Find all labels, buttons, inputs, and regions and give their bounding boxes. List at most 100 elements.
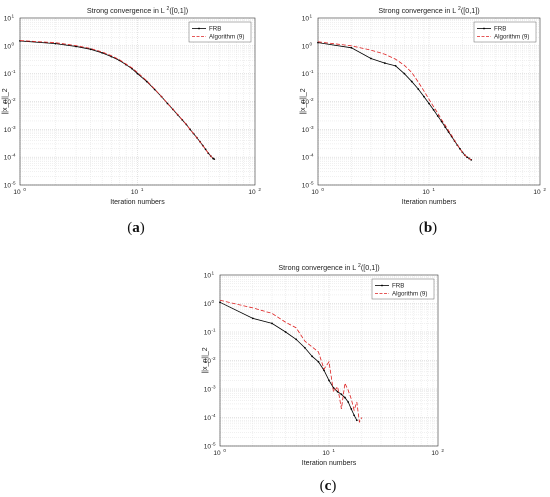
- chart-panel-2: 10 0 10 1 10 210 -510 -410 -310 -210 -110 010 1Stron…: [300, 6, 546, 236]
- y-tick-label: 10 -1: [302, 69, 314, 78]
- axes-frame: [219, 274, 439, 447]
- data-point: [370, 57, 372, 60]
- svg-text:10: 10: [302, 155, 310, 162]
- svg-text:10: 10: [13, 189, 21, 196]
- data-point: [383, 62, 386, 64]
- data-point: [295, 338, 298, 341]
- svg-text:-3: -3: [212, 385, 217, 390]
- chart-title-prefix: Strong convergence in L: [278, 263, 358, 272]
- chart-title-prefix: Strong convergence in L: [87, 6, 167, 15]
- svg-text:10: 10: [131, 189, 139, 196]
- svg-text:0: 0: [23, 187, 26, 192]
- svg-text:10: 10: [4, 99, 12, 106]
- svg-text:10: 10: [322, 450, 330, 457]
- data-point: [284, 331, 287, 333]
- x-tick-label: 10 1: [422, 187, 435, 196]
- series-line: [219, 301, 358, 421]
- svg-text:1: 1: [332, 448, 335, 453]
- panel-caption: (b): [419, 220, 437, 236]
- legend-box: [188, 21, 252, 43]
- chart-panel-1: 10 0 10 1 10 210 -510 -410 -310 -210 -110 010 1Stron…: [2, 6, 261, 236]
- y-axis-label: ||x_n||_2: [300, 88, 307, 114]
- data-point: [323, 369, 325, 372]
- svg-text:10: 10: [204, 444, 212, 451]
- svg-text:0: 0: [223, 448, 226, 453]
- y-tick-label: 10 0: [204, 299, 215, 308]
- svg-text:10: 10: [204, 358, 212, 365]
- data-point: [271, 322, 273, 325]
- svg-text:10: 10: [204, 387, 212, 394]
- x-tick-label: 10 0: [213, 448, 226, 457]
- y-tick-label: 10 -1: [204, 328, 216, 337]
- svg-text:1: 1: [310, 14, 313, 19]
- x-tick-label: 10 1: [131, 187, 144, 196]
- legend-label: Algorithm (9): [392, 291, 427, 298]
- x-tick-label: 10 0: [13, 187, 26, 196]
- svg-text:10: 10: [533, 189, 541, 196]
- axes-frame: [317, 17, 541, 186]
- chart-title-sup: 2: [167, 6, 170, 12]
- y-tick-label: 10 -1: [4, 69, 16, 78]
- svg-text:0: 0: [310, 41, 313, 46]
- x-tick-label: 10 2: [533, 187, 546, 196]
- y-tick-label: 10 1: [204, 271, 215, 280]
- y-tick-label: 10 -4: [204, 413, 216, 422]
- panel-caption: (c): [320, 478, 337, 494]
- y-tick-label: 10 -2: [4, 97, 16, 106]
- caption-letter: b: [424, 220, 432, 236]
- svg-text:10: 10: [4, 127, 12, 134]
- series-algorithm-9: [317, 41, 472, 161]
- caption-close: ): [432, 220, 437, 236]
- data-point: [204, 148, 207, 151]
- data-point: [136, 72, 139, 75]
- data-point: [347, 401, 350, 403]
- svg-text:10: 10: [422, 189, 430, 196]
- svg-text:-1: -1: [12, 69, 17, 74]
- svg-text:-2: -2: [310, 97, 315, 102]
- svg-text:-2: -2: [12, 97, 17, 102]
- data-point: [403, 72, 406, 75]
- svg-text:1: 1: [432, 187, 435, 192]
- svg-text:10: 10: [204, 273, 212, 280]
- x-tick-label: 10 0: [311, 187, 324, 196]
- y-axis-label: ||x_n||_2: [202, 347, 209, 373]
- series-algorithm-9: [19, 40, 215, 160]
- chart-title: Strong convergence in L 2([0,1]): [87, 6, 188, 15]
- svg-text:-1: -1: [212, 328, 217, 333]
- y-tick-label: 10 0: [302, 41, 313, 50]
- y-tick-label: 10 -2: [302, 97, 314, 106]
- data-point: [101, 51, 104, 54]
- series-line: [219, 299, 363, 424]
- data-point: [428, 102, 430, 105]
- plot-area: [20, 18, 255, 185]
- legend-label: Algorithm (9): [494, 34, 529, 41]
- svg-text:10: 10: [4, 155, 12, 162]
- data-point: [54, 42, 57, 45]
- svg-text:10: 10: [4, 71, 12, 78]
- chart-title-suffix: ([0,1]): [461, 6, 480, 15]
- axes-frame: [19, 17, 256, 186]
- y-tick-label: 10 -5: [302, 181, 314, 190]
- svg-text:-4: -4: [310, 153, 315, 158]
- data-point: [353, 414, 356, 417]
- series-frb: [219, 301, 358, 422]
- data-point: [213, 158, 216, 161]
- data-point: [317, 360, 320, 363]
- data-point: [340, 393, 343, 396]
- series-line: [19, 40, 215, 160]
- grid: [219, 275, 438, 447]
- data-point: [344, 396, 346, 399]
- data-point: [350, 408, 353, 410]
- svg-text:1: 1: [12, 14, 15, 19]
- data-point: [410, 80, 413, 83]
- svg-text:-4: -4: [212, 413, 217, 418]
- svg-text:-1: -1: [310, 69, 315, 74]
- caption-open: (: [320, 478, 325, 494]
- legend-box: [473, 21, 537, 43]
- data-point: [423, 95, 425, 98]
- svg-text:10: 10: [213, 450, 221, 457]
- svg-text:10: 10: [248, 189, 256, 196]
- data-point: [459, 147, 461, 150]
